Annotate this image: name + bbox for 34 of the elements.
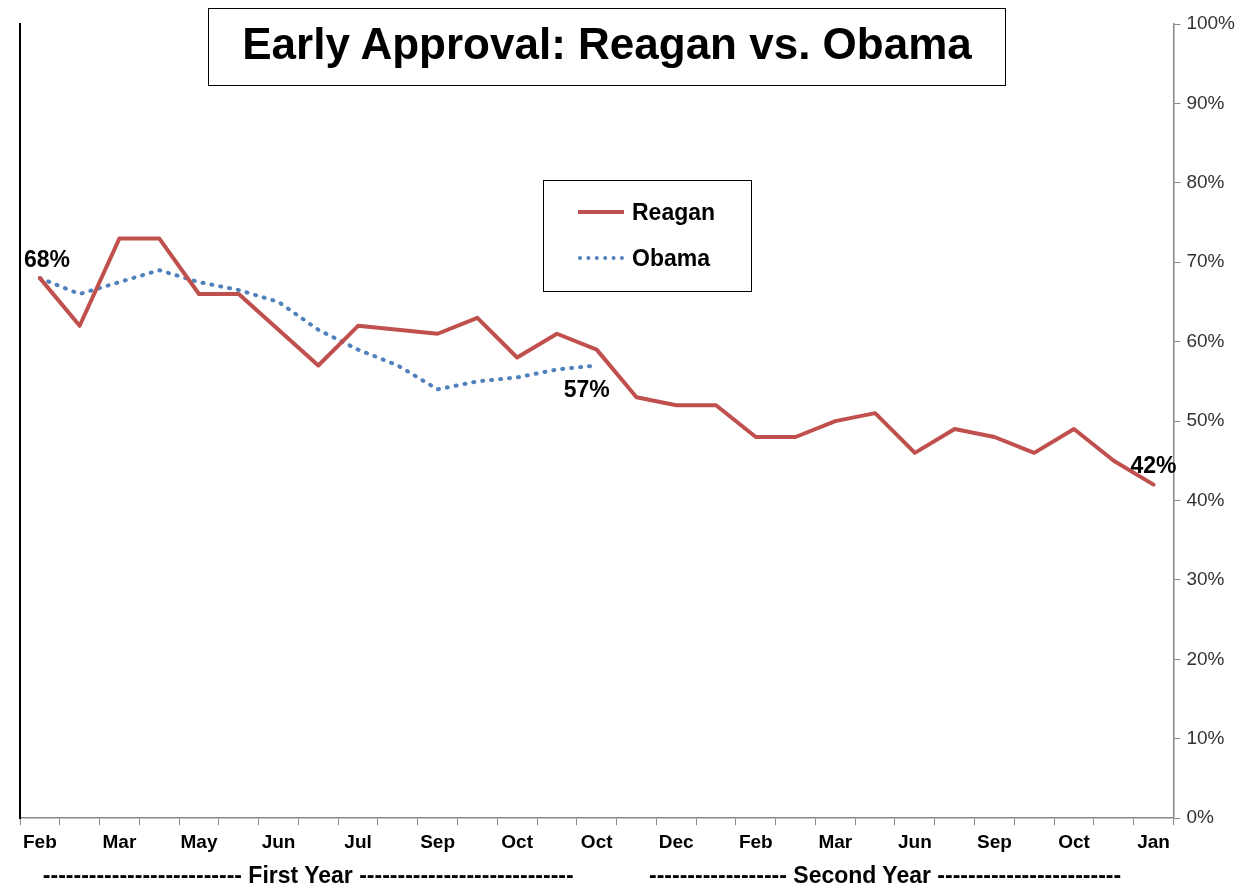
y-tick-label: 10% <box>1186 727 1225 749</box>
y-tick-label: 70% <box>1186 250 1225 272</box>
data-label: 42% <box>1130 452 1177 479</box>
x-tick-label: Jul <box>344 830 372 852</box>
x-tick-label: Mar <box>102 830 137 852</box>
text: ------------------ Second Year ------------------------ <box>649 862 1122 889</box>
x-tick-label: Oct <box>580 830 614 852</box>
x-tick-label: Oct <box>501 830 534 852</box>
legend-label: Obama <box>632 244 710 272</box>
y-tick-label: 90% <box>1186 91 1225 113</box>
y-tick-label: 30% <box>1186 568 1225 590</box>
y-tick-label: 40% <box>1186 488 1225 510</box>
y-tick-label: 20% <box>1186 647 1225 669</box>
x-tick-label: Jan <box>1137 830 1170 852</box>
x-tick-label: Mar <box>818 830 853 852</box>
data-label: 57% <box>563 376 610 403</box>
x-tick-label: May <box>180 830 218 852</box>
x-tick-label: Jun <box>261 830 296 852</box>
legend-label: Reagan <box>632 198 716 226</box>
y-tick-label: 80% <box>1186 171 1225 193</box>
x-tick-label: Feb <box>738 830 773 852</box>
y-tick-label: 0% <box>1186 806 1214 828</box>
y-tick-label: 100% <box>1186 12 1236 34</box>
x-tick-label: Feb <box>23 830 57 852</box>
data-label: 68% <box>23 245 71 272</box>
y-tick-label: 60% <box>1186 329 1225 351</box>
text: -------------------------- First Year ---------------------------- <box>42 862 574 889</box>
y-tick-label: 50% <box>1186 409 1225 431</box>
x-tick-label: Dec <box>658 830 695 852</box>
x-tick-label: Oct <box>1058 830 1091 852</box>
x-tick-label: Sep <box>420 830 456 852</box>
x-tick-label: Jun <box>897 830 932 852</box>
chart-title: Early Approval: Reagan vs. Obama <box>241 19 973 69</box>
x-tick-label: Sep <box>977 830 1012 852</box>
